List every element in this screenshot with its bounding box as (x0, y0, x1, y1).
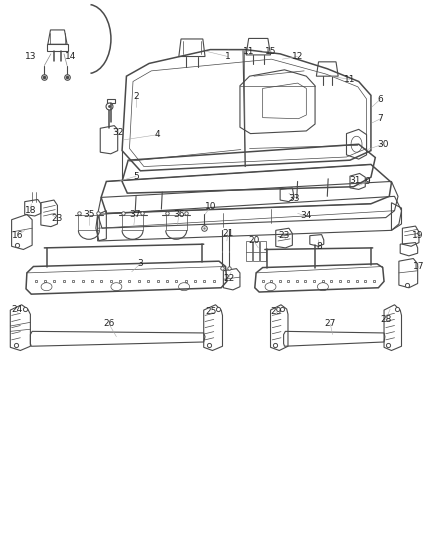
Text: 16: 16 (11, 231, 23, 240)
Text: 6: 6 (378, 94, 383, 103)
Text: 13: 13 (25, 52, 36, 61)
Text: 12: 12 (292, 52, 303, 61)
Text: 24: 24 (12, 304, 23, 313)
Text: 35: 35 (83, 210, 95, 219)
Text: 11: 11 (243, 47, 254, 55)
Text: 27: 27 (325, 319, 336, 328)
Text: 19: 19 (412, 231, 424, 240)
Text: 1: 1 (225, 52, 231, 61)
Text: 7: 7 (378, 114, 383, 123)
Text: 28: 28 (380, 315, 392, 324)
Text: 14: 14 (65, 52, 76, 61)
Text: 11: 11 (344, 75, 356, 84)
Text: 21: 21 (222, 229, 233, 238)
Text: 33: 33 (288, 194, 300, 203)
Text: 26: 26 (103, 319, 115, 328)
Text: 15: 15 (265, 47, 276, 55)
Text: 18: 18 (25, 206, 36, 215)
Text: 23: 23 (278, 231, 290, 240)
Text: 25: 25 (205, 307, 217, 316)
Text: 31: 31 (350, 176, 361, 185)
Text: 9: 9 (364, 177, 370, 186)
Text: 8: 8 (317, 242, 322, 251)
Text: 10: 10 (205, 203, 216, 212)
Text: 22: 22 (223, 273, 234, 282)
Text: 5: 5 (133, 172, 139, 181)
Text: 30: 30 (377, 140, 389, 149)
Text: 32: 32 (112, 128, 124, 137)
Text: 3: 3 (138, 260, 143, 268)
Text: 17: 17 (413, 262, 425, 271)
Text: 23: 23 (51, 214, 62, 223)
Text: 2: 2 (133, 92, 139, 101)
Text: 34: 34 (300, 212, 312, 221)
Text: 4: 4 (155, 130, 161, 139)
Text: 36: 36 (173, 210, 184, 219)
Text: 37: 37 (129, 210, 141, 219)
Text: 20: 20 (248, 237, 260, 246)
Text: 29: 29 (270, 307, 282, 316)
